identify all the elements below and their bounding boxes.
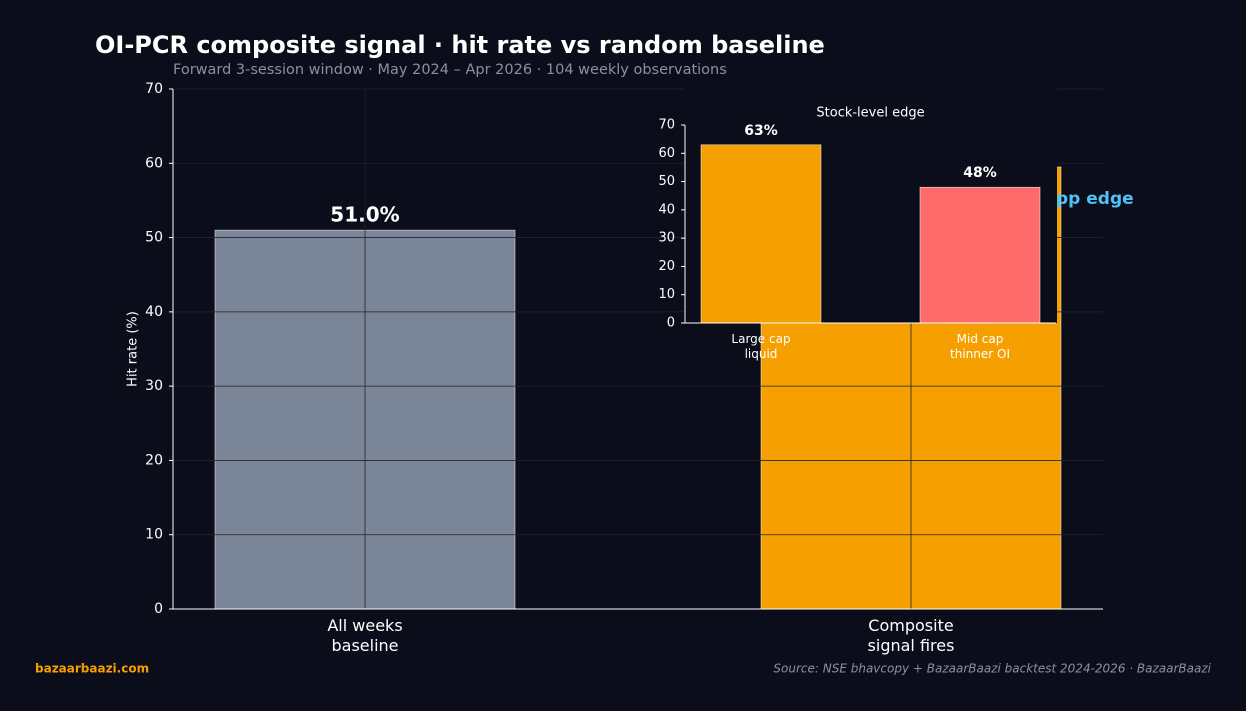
y-tick-label: 0 xyxy=(154,601,163,617)
y-tick-label: 10 xyxy=(145,527,163,543)
y-tick-label: 60 xyxy=(658,146,675,161)
y-tick-label: 60 xyxy=(145,155,163,171)
value-label: 63% xyxy=(744,123,778,139)
value-label: 48% xyxy=(963,165,997,181)
y-tick-label: 50 xyxy=(658,174,675,189)
x-tick-label: Large cap liquid xyxy=(731,332,791,361)
y-tick-label: 10 xyxy=(658,287,675,302)
x-tick-label: All weeks baseline xyxy=(327,616,403,655)
bar xyxy=(919,186,1041,324)
y-tick-label: 20 xyxy=(145,452,163,468)
y-tick-label: 30 xyxy=(145,378,163,394)
y-tick-label: 20 xyxy=(658,259,675,274)
y-tick-label: 0 xyxy=(667,316,675,331)
y-tick-label: 70 xyxy=(658,118,675,133)
bar xyxy=(700,144,822,324)
x-tick-label: Composite signal fires xyxy=(867,616,955,655)
y-axis-label: Hit rate (%) xyxy=(126,311,141,387)
source: Source: NSE bhavcopy + BazaarBaazi backt… xyxy=(773,662,1211,676)
y-tick-label: 30 xyxy=(658,231,675,246)
annotation: pp edge xyxy=(1056,189,1134,209)
chart-subtitle: Forward 3-session window · May 2024 – Ap… xyxy=(173,62,727,78)
inset-title: Stock-level edge xyxy=(816,106,924,121)
brand: bazaarbaazi.com xyxy=(35,662,149,676)
y-tick-label: 70 xyxy=(145,81,163,97)
chart-title: OI-PCR composite signal · hit rate vs ra… xyxy=(95,31,825,59)
y-tick-label: 50 xyxy=(145,230,163,246)
y-tick-label: 40 xyxy=(658,202,675,217)
x-tick-label: Mid cap thinner OI xyxy=(950,332,1010,361)
y-tick-label: 40 xyxy=(145,304,163,320)
